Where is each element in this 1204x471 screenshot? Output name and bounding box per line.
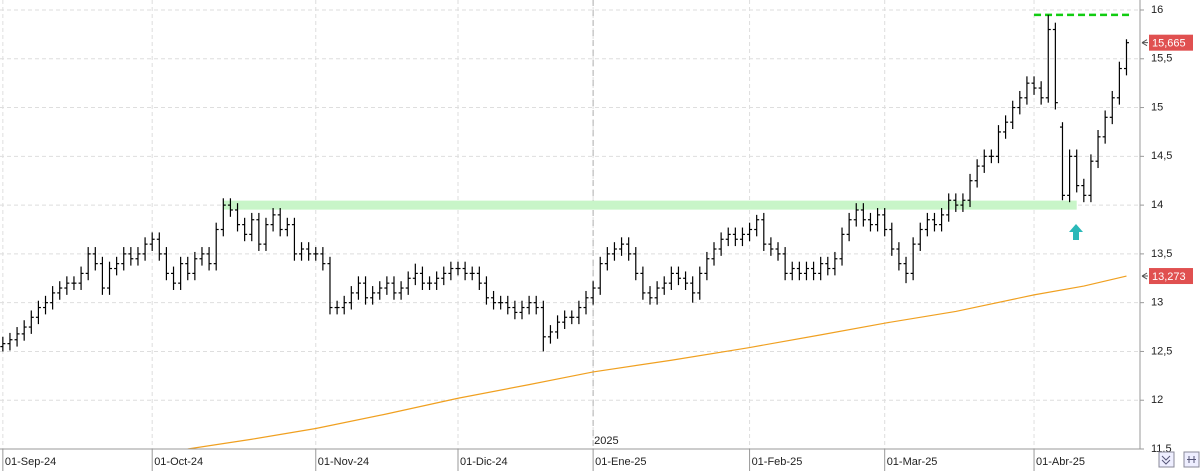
price-pointer: [1141, 39, 1148, 47]
price-label: 13,273: [1152, 271, 1186, 283]
y-tick-label: 16: [1151, 4, 1163, 16]
y-tick-label: 13: [1151, 297, 1163, 309]
year-label: 2025: [594, 435, 618, 447]
y-tick-label: 13,5: [1151, 248, 1172, 260]
x-tick-label: 01-Oct-24: [154, 456, 203, 468]
x-tick-label: 01-Nov-24: [318, 456, 369, 468]
zoom-icon: [1161, 455, 1171, 465]
y-tick-label: 15: [1151, 101, 1163, 113]
x-tick-label: 01-Feb-25: [752, 456, 803, 468]
up-arrow: [1069, 224, 1083, 240]
x-tick-label: 01-Dic-24: [460, 456, 508, 468]
x-tick-label: 01-Ene-25: [595, 456, 646, 468]
plot-area: [0, 13, 1131, 449]
scroll-icon: [1187, 456, 1196, 463]
price-pointer: [1141, 272, 1148, 280]
x-tick-label: 01-Sep-24: [5, 456, 56, 468]
price-label-box: [1149, 34, 1193, 51]
y-tick-label: 12: [1151, 394, 1163, 406]
y-tick-label: 12,5: [1151, 345, 1172, 357]
y-tick-label: 14,5: [1151, 150, 1172, 162]
x-tick-label: 01-Abr-25: [1036, 456, 1085, 468]
price-label-box: [1149, 268, 1193, 285]
y-tick-label: 14: [1151, 199, 1163, 211]
price-label: 15,665: [1152, 38, 1186, 50]
y-tick-label: 15,5: [1151, 53, 1172, 65]
moving-average: [187, 275, 1127, 449]
x-tick-label: 01-Mar-25: [887, 456, 938, 468]
